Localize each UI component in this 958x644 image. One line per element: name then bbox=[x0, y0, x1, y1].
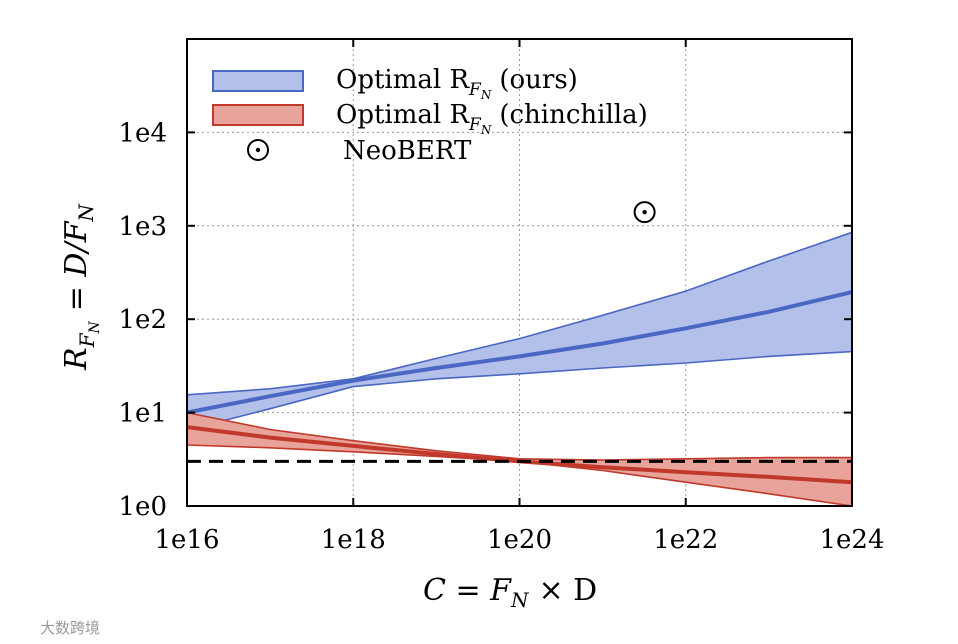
x-tick-label: 1e16 bbox=[154, 525, 219, 555]
y-tick-label: 1e0 bbox=[119, 492, 167, 522]
x-axis-label: C = FN × D bbox=[423, 573, 597, 612]
legend: Optimal RFN (ours) Optimal RFN (chinchilla… bbox=[212, 65, 648, 166]
band-series-1 bbox=[187, 411, 852, 506]
legend-swatch-chinchilla bbox=[212, 104, 304, 126]
x-tick-label: 1e22 bbox=[653, 525, 718, 555]
point-neobert-ring bbox=[633, 201, 656, 224]
watermark-text: 大数跨境 bbox=[40, 619, 100, 637]
legend-label-neobert: NeoBERT bbox=[343, 136, 472, 166]
y-tick-label: 1e4 bbox=[119, 118, 167, 148]
x-tick-label: 1e18 bbox=[321, 525, 386, 555]
legend-label-chinchilla: Optimal RFN (chinchilla) bbox=[336, 100, 648, 137]
legend-label-ours: Optimal RFN (ours) bbox=[336, 65, 578, 102]
y-tick-label: 1e1 bbox=[119, 399, 167, 429]
legend-marker-neobert bbox=[247, 139, 269, 161]
legend-swatch-ours bbox=[212, 70, 304, 92]
y-tick-label: 1e3 bbox=[119, 212, 167, 242]
x-tick-label: 1e20 bbox=[487, 525, 552, 555]
y-tick-label: 1e2 bbox=[119, 305, 167, 335]
y-axis-label: RFN= D/FN bbox=[59, 203, 103, 371]
axis-ticks: 1e16 1e18 1e20 1e22 1e24 1e0 1e1 1e2 1e3 1e4 bbox=[119, 39, 885, 555]
grid bbox=[187, 39, 852, 506]
line-series-0 bbox=[187, 290, 852, 415]
point-neobert-dot bbox=[642, 209, 647, 215]
points bbox=[633, 201, 656, 224]
x-tick-label: 1e24 bbox=[819, 525, 884, 555]
